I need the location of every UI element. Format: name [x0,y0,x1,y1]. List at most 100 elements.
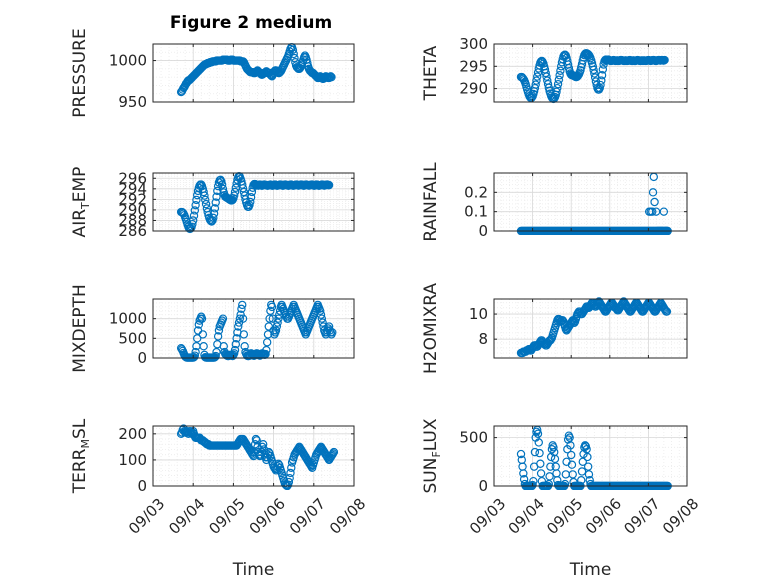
y-tick-label: 1000 [109,52,147,70]
axes-box [152,172,355,232]
data-point [597,71,607,80]
data-point [544,83,554,92]
data-point [318,318,327,327]
y-axis-label: AIRTEMP [70,167,92,238]
data-point [239,330,249,339]
data-point [597,76,606,85]
data-points [176,171,334,234]
y-tick-label: 8 [478,330,488,348]
axes-box [493,172,688,232]
y-axis-label-rest: EMP [70,167,90,203]
data-point [546,462,555,471]
y-tick-label: 295 [459,57,488,75]
data-point [596,80,605,90]
data-point [529,476,538,486]
data-point [229,191,239,200]
y-axis-label-subscript: M [79,439,92,449]
y-tick-label: 286 [118,222,147,240]
x-tick-label: 09/03 [466,495,509,538]
data-point [189,211,199,220]
data-point [531,80,540,89]
data-point [230,345,240,355]
y-tick-label: 1000 [109,310,147,328]
data-point [583,452,592,462]
subplot-6: 8 10 H2OMIXRA [421,283,688,374]
data-point [198,330,208,339]
data-point [584,470,594,479]
data-point [598,65,608,74]
y-axis-label-rest: LUX [421,418,441,451]
data-point [324,180,334,190]
axes-box [493,43,688,103]
data-point [193,334,202,343]
data-point [576,66,585,75]
data-points [176,424,339,490]
data-point [211,198,220,207]
data-point [218,314,228,323]
data-point [246,197,255,207]
y-axis-label-main: THETA [421,45,441,101]
data-point [556,66,565,75]
data-point [292,62,302,72]
data-point [266,306,275,315]
y-tick-label: 0 [478,477,488,495]
data-point [214,326,224,335]
data-point [542,72,551,81]
data-point [209,209,219,218]
data-point [589,65,598,75]
y-tick-label: 200 [118,425,147,443]
data-point [316,306,325,315]
data-point [650,197,659,207]
y-tick-label: 0 [137,477,147,495]
data-point [328,449,338,458]
data-point [583,462,593,471]
data-point [273,318,282,327]
y-tick-label: 288 [118,211,147,229]
y-axis-label-subscript: T [79,202,92,210]
axes-box [152,425,355,487]
data-point [303,58,312,68]
data-point [328,328,337,337]
data-point [578,457,587,467]
y-axis-label: MIXDEPTH [70,284,90,373]
data-point [582,445,591,454]
data-point [201,199,211,209]
y-tick-label: 290 [118,201,147,219]
subplot-4: 00.1 0.2 RAINFALL [421,162,688,242]
axes-box [152,43,355,103]
data-point [327,72,336,82]
data-point [271,326,281,335]
data-point [240,342,249,351]
data-point [267,302,277,312]
data-point [528,480,537,490]
data-point [212,347,221,357]
data-point [259,445,269,454]
data-point [262,338,272,347]
data-point [553,79,563,89]
y-tick-label: 0.2 [464,183,488,201]
x-tick-label: 09/06 [582,495,625,538]
data-point [530,447,540,457]
data-point [534,438,543,447]
y-tick-label: 950 [118,93,147,111]
y-tick-label: 0 [478,222,488,240]
x-tick-label: 09/07 [620,495,663,538]
figure-title: Figure 2 medium [170,13,332,33]
data-point [199,342,208,351]
y-axis-label: PRESSURE [70,28,90,117]
data-point [648,207,657,216]
y-axis-label-main: H2OMIXRA [421,283,441,374]
data-point [238,314,248,323]
y-axis-label-main: AIR [70,209,90,238]
data-point [188,219,197,229]
data-point [199,187,208,197]
data-point [210,353,220,362]
data-point [595,83,604,93]
data-points [516,49,669,104]
data-point [289,49,298,59]
y-axis-label: H2OMIXRA [421,283,441,374]
